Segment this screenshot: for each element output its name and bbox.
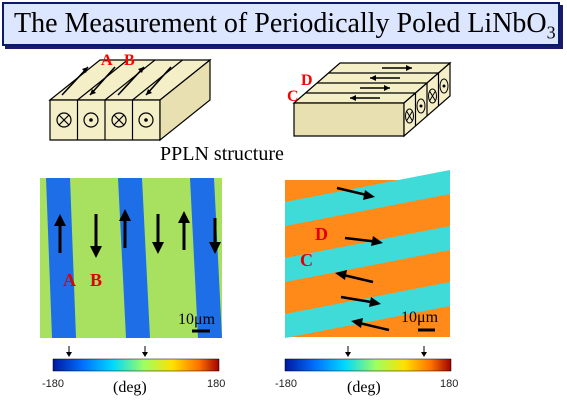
- left-schematic: [48, 58, 212, 142]
- page-title: The Measurement of Periodically Poled Li…: [14, 8, 556, 44]
- left-colorbar-max: 180: [207, 378, 226, 390]
- image-label-c: C: [300, 250, 313, 270]
- title-subscript: 3: [546, 22, 556, 43]
- left-colorbar-min: -180: [42, 378, 65, 390]
- right-phase-image: [285, 170, 450, 338]
- schematic-label-a: A: [101, 52, 113, 69]
- left-colorbar: [52, 346, 220, 372]
- right-colorbar-max: 180: [440, 378, 459, 390]
- schematic-label-b: B: [124, 52, 135, 69]
- schematic-label-c: C: [287, 88, 299, 105]
- image-label-a: A: [63, 270, 76, 290]
- image-label-b: B: [90, 270, 103, 290]
- right-colorbar-min: -180: [275, 378, 298, 390]
- image-label-d: D: [315, 224, 328, 244]
- right-schematic: [292, 61, 452, 138]
- right-colorbar-unit: (deg): [347, 379, 381, 396]
- left-phase-image: [40, 178, 222, 338]
- schematic-caption: PPLN structure: [160, 143, 284, 165]
- title-banner: The Measurement of Periodically Poled Li…: [2, 2, 560, 46]
- title-main-text: The Measurement of Periodically Poled Li…: [14, 8, 547, 39]
- schematic-label-d: D: [301, 72, 313, 89]
- scale-bar-label-left: 10μm: [178, 311, 216, 328]
- right-colorbar: [284, 346, 452, 372]
- scale-bar-label-right: 10μm: [401, 309, 439, 326]
- left-colorbar-unit: (deg): [113, 379, 147, 396]
